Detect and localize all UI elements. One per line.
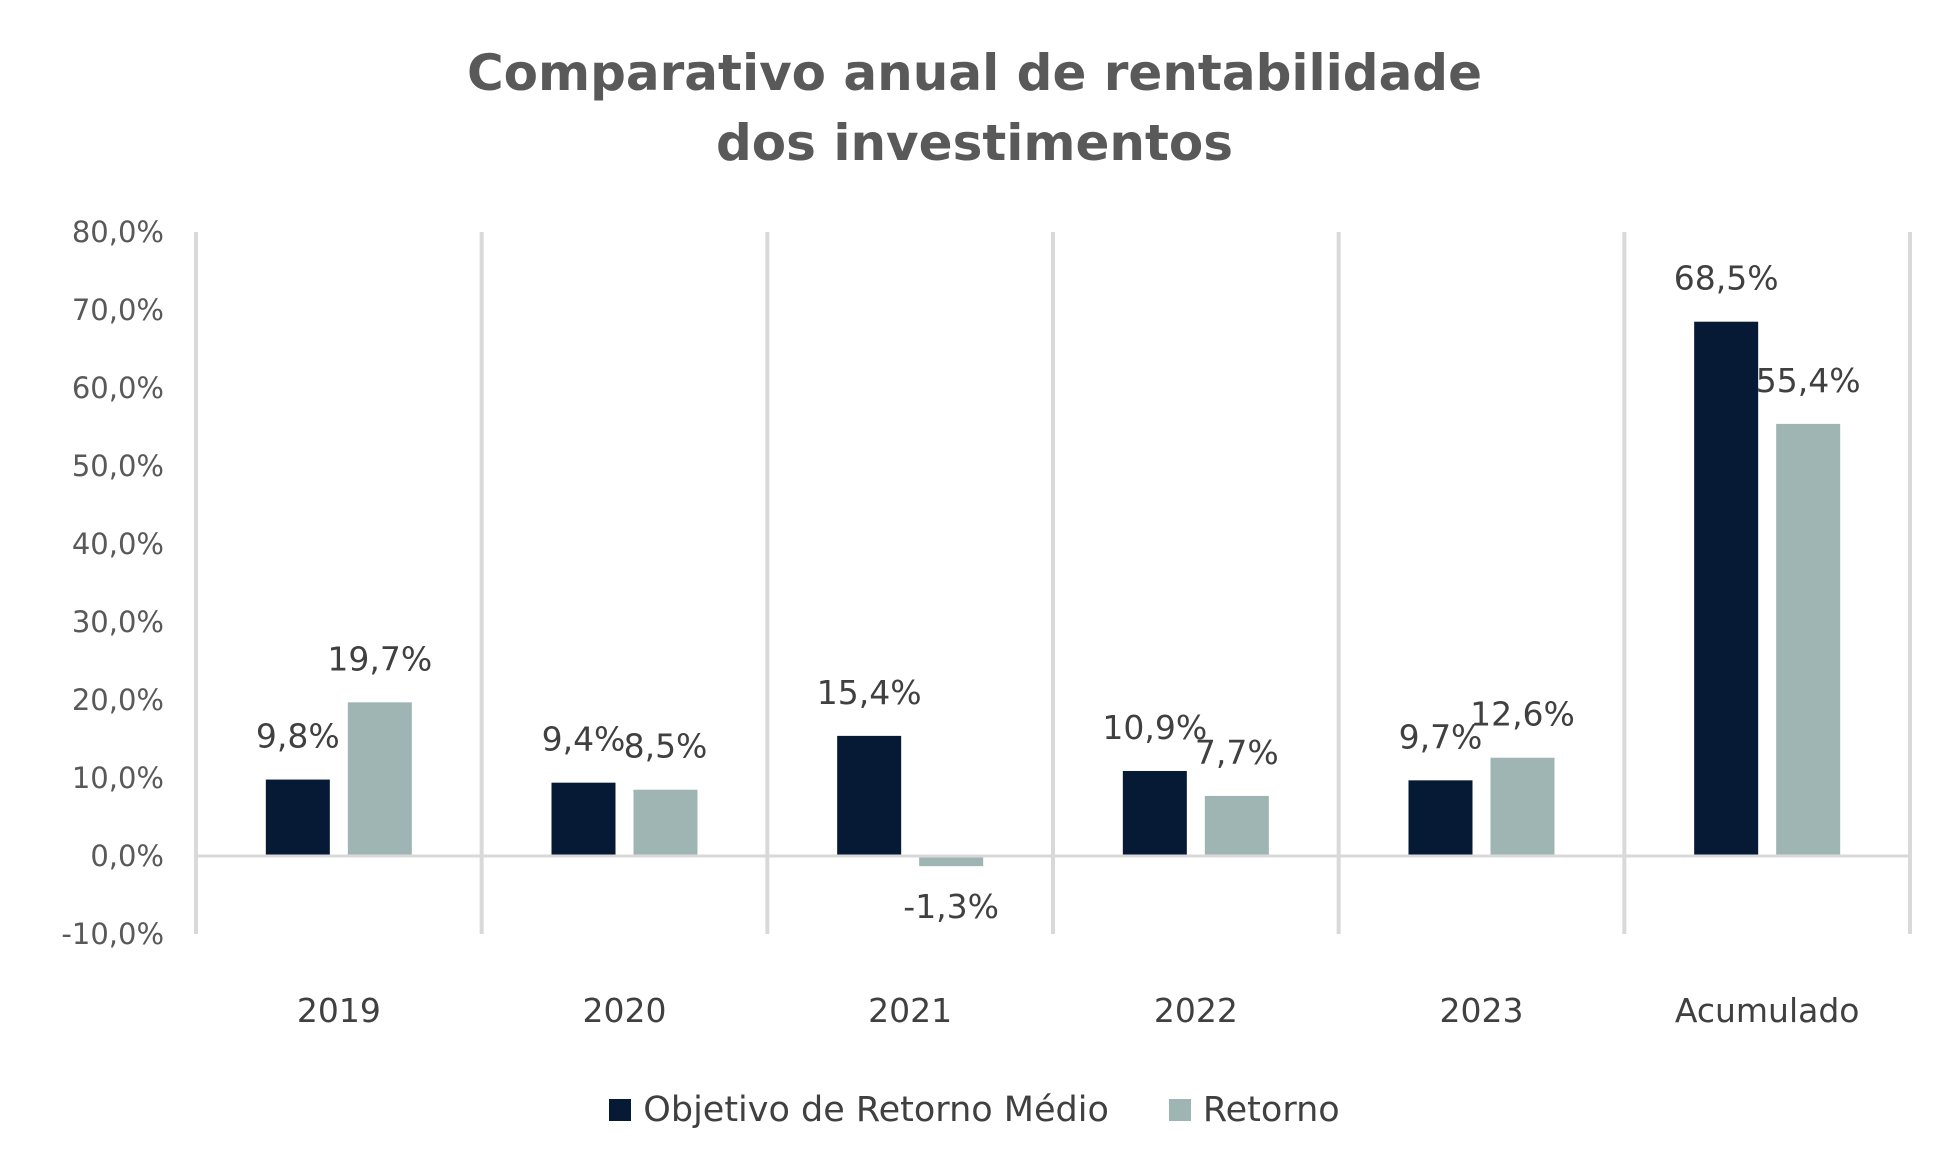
bar-retorno xyxy=(633,789,698,856)
chart-title-line-1: Comparativo anual de rentabilidade xyxy=(466,44,1483,102)
bar-objetivo xyxy=(1408,780,1473,856)
data-label: 9,7% xyxy=(1399,717,1483,756)
grid-layer xyxy=(194,232,1912,934)
x-category-label: Acumulado xyxy=(1675,991,1860,1030)
legend: Objetivo de Retorno Médio Retorno xyxy=(0,1090,1949,1130)
y-tick-label: -10,0% xyxy=(61,917,164,951)
legend-swatch-objetivo xyxy=(609,1099,632,1121)
bar-retorno xyxy=(347,702,412,856)
y-tick-label: 70,0% xyxy=(72,293,164,327)
data-label: 7,7% xyxy=(1195,733,1279,772)
x-category-label: 2021 xyxy=(868,991,952,1030)
bars-layer xyxy=(265,321,1841,867)
data-label: 10,9% xyxy=(1102,708,1207,747)
legend-item-retorno: Retorno xyxy=(1168,1090,1340,1130)
x-category-label: 2023 xyxy=(1440,991,1524,1030)
x-category-label: 2022 xyxy=(1154,991,1238,1030)
axis-layer: 80,0% 70,0% 60,0% 50,0% 40,0% 30,0% 20,0% 10,0%… xyxy=(61,215,1910,1030)
legend-item-objetivo: Objetivo de Retorno Médio xyxy=(609,1090,1109,1130)
data-label: 55,4% xyxy=(1756,361,1861,400)
bar-objetivo xyxy=(265,779,330,856)
y-tick-label: 80,0% xyxy=(72,215,164,249)
x-category-label: 2019 xyxy=(297,991,381,1030)
data-label: 68,5% xyxy=(1674,259,1779,298)
bar-retorno xyxy=(1776,423,1841,856)
legend-label-objetivo: Objetivo de Retorno Médio xyxy=(643,1090,1109,1130)
y-tick-label: 30,0% xyxy=(72,605,164,639)
legend-label-retorno: Retorno xyxy=(1202,1090,1340,1130)
data-label: 12,6% xyxy=(1470,695,1575,734)
data-label: 15,4% xyxy=(817,673,922,712)
data-label: 19,7% xyxy=(327,639,432,678)
chart-title: Comparativo anual de rentabilidade dos i… xyxy=(0,38,1949,178)
data-label: 9,4% xyxy=(542,720,626,759)
y-tick-label: 40,0% xyxy=(72,527,164,561)
y-tick-label: 60,0% xyxy=(72,371,164,405)
bar-objetivo xyxy=(1122,770,1187,856)
data-label: 9,8% xyxy=(256,717,340,756)
data-label: -1,3% xyxy=(903,887,999,926)
y-tick-label: 10,0% xyxy=(72,761,164,795)
bar-retorno xyxy=(1490,757,1555,856)
y-tick-label: 0,0% xyxy=(90,839,164,873)
labels-layer: 9,8% 9,4% 15,4% 10,9% 9,7% 68,5% 19,7% 8,5% -1,3… xyxy=(256,259,1861,926)
bar-objetivo xyxy=(1694,321,1759,856)
y-tick-label: 20,0% xyxy=(72,683,164,717)
bar-objetivo xyxy=(551,782,616,856)
bar-objetivo xyxy=(837,735,902,856)
bar-retorno xyxy=(1204,795,1269,856)
data-label: 8,5% xyxy=(624,727,708,766)
bar-retorno xyxy=(919,856,984,867)
y-tick-label: 50,0% xyxy=(72,449,164,483)
legend-swatch-retorno xyxy=(1168,1099,1191,1121)
x-category-label: 2020 xyxy=(583,991,667,1030)
chart-title-line-2: dos investimentos xyxy=(716,114,1233,172)
